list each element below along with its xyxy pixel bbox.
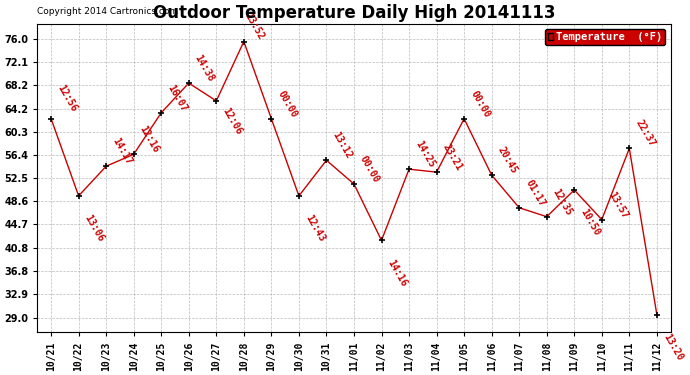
Text: 00:00: 00:00 bbox=[469, 88, 491, 119]
Text: 13:20: 13:20 bbox=[661, 332, 684, 363]
Text: 00:00: 00:00 bbox=[275, 88, 299, 119]
Text: 01:17: 01:17 bbox=[523, 178, 546, 208]
Text: 14:38: 14:38 bbox=[193, 53, 216, 84]
Text: 00:00: 00:00 bbox=[358, 154, 382, 184]
Text: 14:17: 14:17 bbox=[110, 136, 134, 166]
Text: 12:16: 12:16 bbox=[138, 124, 161, 155]
Text: 10:50: 10:50 bbox=[578, 207, 602, 238]
Text: 14:16: 14:16 bbox=[386, 258, 409, 288]
Text: Copyright 2014 Cartronics.com: Copyright 2014 Cartronics.com bbox=[37, 7, 179, 16]
Text: 13:12: 13:12 bbox=[331, 130, 354, 160]
Text: 12:56: 12:56 bbox=[55, 83, 79, 113]
Text: 13:57: 13:57 bbox=[606, 190, 629, 220]
Text: 12:06: 12:06 bbox=[220, 106, 244, 137]
Legend: Temperature  (°F): Temperature (°F) bbox=[544, 29, 665, 45]
Text: 14:25: 14:25 bbox=[413, 139, 437, 170]
Title: Outdoor Temperature Daily High 20141113: Outdoor Temperature Daily High 20141113 bbox=[152, 4, 555, 22]
Text: 23:21: 23:21 bbox=[441, 142, 464, 172]
Text: 20:45: 20:45 bbox=[496, 145, 519, 176]
Text: 22:37: 22:37 bbox=[633, 118, 657, 149]
Text: 16:07: 16:07 bbox=[166, 83, 188, 113]
Text: 12:35: 12:35 bbox=[551, 187, 574, 217]
Text: 13:06: 13:06 bbox=[83, 213, 106, 244]
Text: 12:43: 12:43 bbox=[303, 213, 326, 244]
Text: 13:52: 13:52 bbox=[242, 12, 266, 42]
